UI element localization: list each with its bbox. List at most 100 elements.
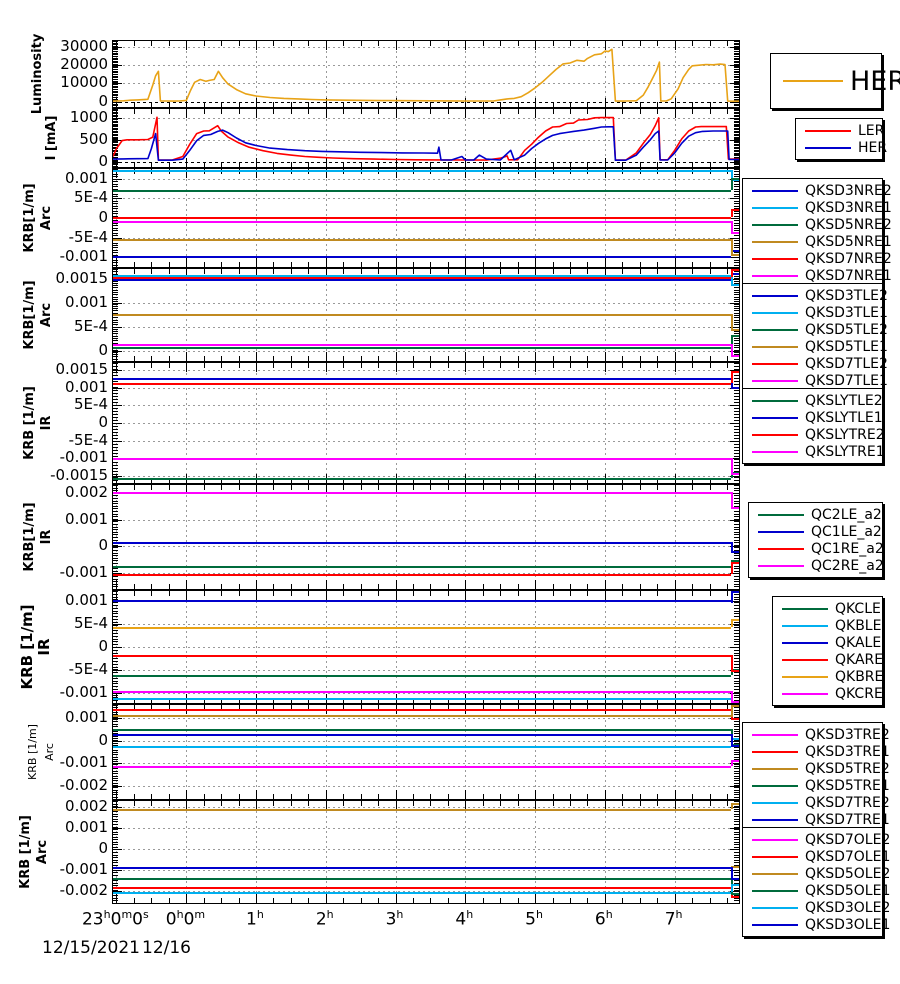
legend-line-swatch	[752, 189, 798, 192]
legend-entry[interactable]: HER	[796, 139, 887, 156]
axis-tick-major	[730, 65, 739, 66]
legend-entry[interactable]: QKBLE	[773, 617, 882, 634]
axis-tick-minor	[113, 216, 118, 217]
legend-line-swatch	[752, 433, 798, 436]
legend-entry[interactable]: QKBRE	[773, 668, 883, 685]
axis-tick-minor	[734, 429, 739, 430]
legend-entry[interactable]: QKALE	[773, 634, 882, 651]
axis-tick-minor	[734, 324, 739, 325]
plot-panel-krb-ir-1[interactable]	[112, 362, 740, 484]
legend-entry[interactable]: QKSD3OLE1	[743, 916, 890, 933]
plot-panel-krb-ir-2[interactable]	[112, 484, 740, 590]
axis-tick-minor	[734, 579, 739, 580]
legend-entry[interactable]: QKSD5TLE2	[743, 321, 888, 338]
legend-entry[interactable]: QKSD3NRE1	[743, 199, 892, 216]
x-tick-minor	[483, 356, 484, 361]
legend-qkslyt[interactable]: QKSLYTLE2 QKSLYTLE1 QKSLYTRE2 QKSLYTRE1	[742, 388, 885, 464]
axis-tick-minor	[734, 243, 739, 244]
x-tick-minor	[727, 162, 728, 167]
legend-entry[interactable]: QKSD5TLE1	[743, 338, 888, 355]
axis-tick-major	[730, 601, 739, 602]
axis-tick-minor	[734, 381, 739, 382]
legend-entry[interactable]: QKSD7TLE1	[743, 372, 888, 389]
axis-tick-minor	[734, 857, 739, 858]
x-tick-minor	[378, 162, 379, 167]
legend-entry[interactable]: QKSLYTRE1	[743, 443, 885, 460]
legend-entry[interactable]: QKSD7NRE1	[743, 267, 892, 284]
legend-entry[interactable]: QKSD7OLE2	[743, 831, 890, 848]
legend-entry[interactable]: QKSD7TLE2	[743, 355, 888, 372]
axis-tick-major	[113, 891, 122, 892]
x-tick-major	[535, 158, 536, 167]
axis-tick-minor	[734, 157, 739, 158]
legend-line-swatch	[752, 240, 798, 243]
legend-entry[interactable]: QKSLYTLE1	[743, 409, 883, 426]
legend-entry[interactable]: QKSD5OLE2	[743, 865, 890, 882]
legend-entry[interactable]: HER	[771, 58, 900, 104]
plot-panel-krb-ir-3[interactable]	[112, 590, 740, 704]
x-tick-minor	[413, 262, 414, 267]
axis-tick-minor	[734, 839, 739, 840]
legend-entry[interactable]: QKSD5TRE2	[743, 760, 890, 777]
legend-entry[interactable]: QKSD3TRE2	[743, 726, 890, 743]
legend-entry[interactable]: QKSD3TLE2	[743, 287, 888, 304]
legend-entry[interactable]: QKSD3TRE1	[743, 743, 890, 760]
legend-entry[interactable]: QKSD7OLE1	[743, 848, 890, 865]
legend-entry[interactable]: QKCLE	[773, 600, 882, 617]
legend-entry[interactable]: QKSD3TLE1	[743, 304, 888, 321]
axis-tick-minor	[734, 710, 739, 711]
axis-tick-minor	[113, 82, 118, 83]
x-tick-major	[256, 109, 257, 118]
legend-entry[interactable]: QKSD5OLE1	[743, 882, 890, 899]
axis-tick-minor	[113, 74, 118, 75]
x-tick-minor	[587, 102, 588, 107]
legend-entry[interactable]: QKARE	[773, 651, 883, 668]
legend-qc[interactable]: QC2LE_a2 QC1LE_a2 QC1RE_a2 QC2RE_a2	[748, 502, 884, 578]
legend-entry[interactable]: QKCRE	[773, 685, 883, 702]
legend-entry[interactable]: QKSD5NRE1	[743, 233, 892, 250]
axis-tick-minor	[113, 776, 118, 777]
legend-qksd-tre[interactable]: QKSD3TRE2 QKSD3TRE1 QKSD5TRE2 QKSD5TRE1 QKSD…	[742, 722, 890, 832]
legend-qksd-nre[interactable]: QKSD3NRE2 QKSD3NRE1 QKSD5NRE2 QKSD5NRE1 QKSD…	[742, 178, 892, 288]
x-tick-minor	[448, 698, 449, 703]
legend-entry[interactable]: QKSD7NRE2	[743, 250, 892, 267]
legend-entry[interactable]: QKSD5NRE2	[743, 216, 892, 233]
legend-entry[interactable]: QKSLYTLE2	[743, 392, 883, 409]
legend-entry[interactable]: QKSD5TRE1	[743, 777, 890, 794]
legend-entry[interactable]: QC1LE_a2	[749, 523, 882, 540]
x-tick-minor	[710, 109, 711, 114]
axis-tick-minor	[734, 134, 739, 135]
legend-entry[interactable]: QC2LE_a2	[749, 506, 882, 523]
x-tick-minor	[308, 41, 309, 46]
legend-entry[interactable]: QC2RE_a2	[749, 557, 884, 574]
legend-qksd-tle[interactable]: QKSD3TLE2 QKSD3TLE1 QKSD5TLE2 QKSD5TLE1 QKSD…	[742, 283, 888, 393]
legend-beams[interactable]: LER HER	[795, 118, 887, 160]
plot-panel-krb-arc-2[interactable]	[112, 268, 740, 362]
y-axis-tick-label: 0.0015	[55, 268, 109, 287]
plot-panel-krb-arc-3[interactable]	[112, 704, 740, 800]
legend-entry[interactable]: QKSD7TRE2	[743, 794, 890, 811]
plot-panel-luminosity[interactable]	[112, 40, 740, 108]
axis-tick-minor	[113, 797, 118, 798]
plot-panel-krb-arc-4[interactable]	[112, 800, 740, 904]
legend-her[interactable]: HER	[770, 53, 900, 109]
legend-entry[interactable]: QC1RE_a2	[749, 540, 884, 557]
legend-entry[interactable]: QKSLYTRE2	[743, 426, 885, 443]
legend-qksd-ole[interactable]: QKSD7OLE2 QKSD7OLE1 QKSD5OLE2 QKSD5OLE1 QKSD…	[742, 827, 890, 937]
plot-panel-krb-arc-1[interactable]	[112, 168, 740, 268]
legend-qk-ir[interactable]: QKCLE QKBLE QKALE QKARE QKBRE QKCRE	[772, 596, 883, 706]
legend-entry[interactable]: QKSD3NRE2	[743, 182, 892, 199]
legend-entry[interactable]: LER	[796, 122, 884, 139]
axis-tick-minor	[113, 707, 118, 708]
x-tick-major	[326, 894, 327, 903]
plot-panel-current[interactable]	[112, 108, 740, 168]
axis-tick-minor	[734, 852, 739, 853]
x-tick-major	[535, 591, 536, 600]
legend-entry[interactable]: QKSD3OLE2	[743, 899, 890, 916]
x-tick-minor	[204, 478, 205, 483]
x-tick-minor	[361, 898, 362, 903]
grid-line-vertical	[186, 705, 187, 799]
legend-entry[interactable]: QKSD7TRE1	[743, 811, 890, 828]
x-tick-minor	[727, 485, 728, 490]
grid-line-horizontal	[113, 47, 739, 48]
